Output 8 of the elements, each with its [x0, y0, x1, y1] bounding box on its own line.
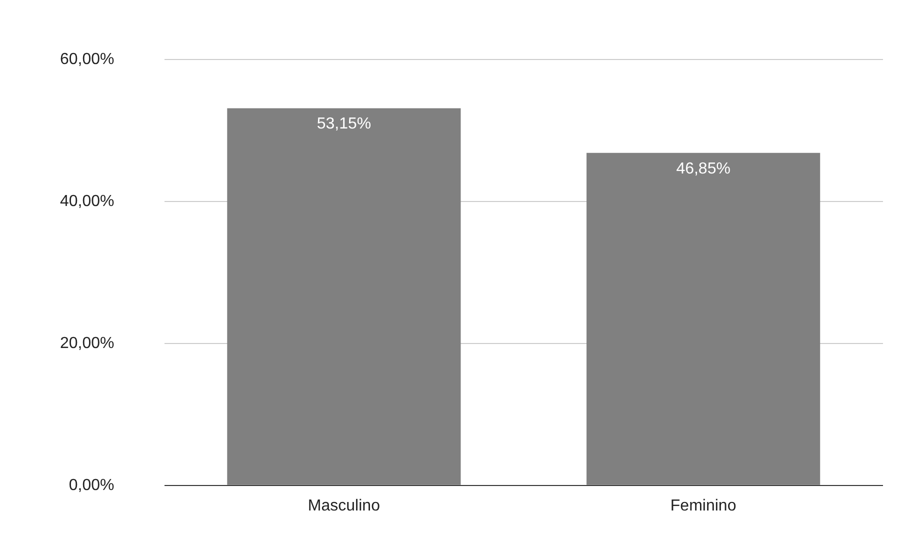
y-tick-label: 40,00%	[60, 192, 114, 210]
y-tick-label: 0,00%	[68, 476, 114, 494]
x-tick-label: Masculino	[308, 497, 380, 514]
y-tick-label: 20,00%	[60, 334, 114, 352]
y-tick-label: 60,00%	[60, 51, 114, 68]
x-tick-label: Feminino	[670, 497, 736, 514]
data-label: 46,85%	[676, 160, 730, 178]
data-label: 53,15%	[316, 116, 372, 133]
